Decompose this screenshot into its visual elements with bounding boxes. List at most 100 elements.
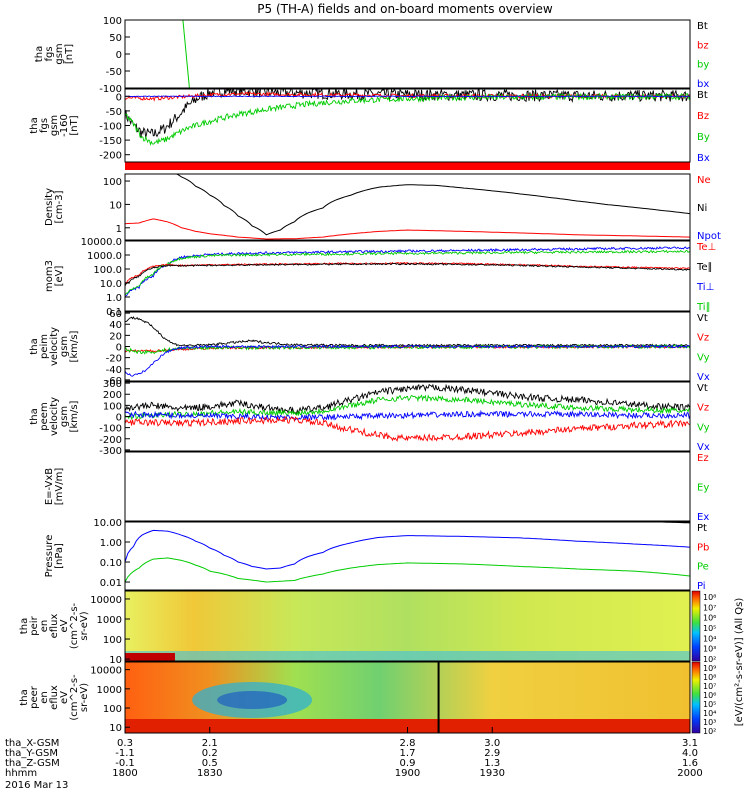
legend-entry: By	[697, 132, 710, 143]
y-tick-label: -200	[99, 435, 122, 446]
colorbar-tick-label: 10⁶	[703, 691, 716, 700]
colorbar-tick-label: 10⁴	[703, 709, 716, 718]
y-axis-label-line: fgs	[44, 46, 55, 61]
y-axis-label-line: [nPa]	[54, 543, 65, 569]
colorbar-tick-label: 10⁵	[703, 624, 716, 633]
y-axis-label-line: peim	[39, 334, 50, 359]
series-Bt	[125, 89, 690, 138]
x-axis-labels: tha_X-GSM 0.3 2.1 2.8 3.0 3.1 tha_Y-GSM -1.1 0.2…	[5, 727, 703, 779]
y-tick-label: 0.01	[100, 578, 122, 589]
series-By	[125, 92, 690, 146]
x-row-value: 1.3	[484, 758, 500, 769]
y-axis-label-line: (cm^2-s-	[69, 602, 80, 649]
legend-entry: Bt	[697, 90, 708, 101]
colorbar-units-text: [eV/(cm²-s-sr-eV)] (All Qs)	[734, 598, 745, 727]
figure-title: P5 (TH-A) fields and on-board moments ov…	[257, 2, 553, 16]
x-row-value: 2.9	[484, 748, 500, 759]
y-tick-label: -40	[106, 365, 122, 376]
colorbar-tick-label: 10⁹	[703, 664, 716, 673]
y-axis-label-line: gsm	[59, 336, 70, 357]
y-tick-label: 10.00	[93, 518, 122, 529]
y-tick-label: 1.00	[100, 538, 122, 549]
colorbar-tick-label: 10⁵	[703, 700, 716, 709]
spectrogram-low-energy-band	[125, 651, 690, 661]
x-row-value: 1930	[480, 768, 505, 779]
y-axis-label-line: tha	[34, 46, 45, 62]
y-tick-label: -200	[99, 151, 122, 162]
y-tick-label: 200	[103, 390, 122, 401]
panel-fgs-gsm: 100 50 0 -50 -100 tha fgs gsm [nT] Bt bz by bx	[34, 16, 709, 95]
y-axis-label: tha peem velocity gsm [km/s]	[29, 397, 80, 436]
legend-entry: by	[697, 60, 709, 71]
y-axis-label-line: tha	[29, 408, 40, 424]
legend-entry: Vt	[697, 313, 708, 324]
series-Ni	[125, 174, 690, 236]
y-axis-label: Density [cm-3]	[44, 188, 65, 226]
legend-entry: Ne	[697, 175, 711, 186]
panel-frame	[124, 19, 691, 89]
panel-frame	[124, 240, 691, 312]
y-tick-label: 1000	[97, 615, 122, 626]
x-row-value: 4.0	[682, 748, 698, 759]
y-tick-label: 10	[109, 723, 122, 734]
panel-efield: E=-VxB [mV/m] Ez Ey Ex	[44, 451, 709, 523]
panel-pressure: 10.00 1.00 0.10 0.01 Pressure [nPa] Pt Pb Pe Pi	[44, 518, 709, 592]
legend-entry: Ez	[697, 453, 709, 464]
y-axis-label-line: eV	[59, 619, 70, 632]
y-tick-label: -100	[99, 84, 122, 95]
date-label: 2016 Mar 13	[5, 780, 68, 791]
legend-entry: Bx	[697, 153, 710, 164]
panel-frame	[124, 521, 691, 591]
y-axis-label-line: mom3	[44, 260, 55, 292]
spectrogram-image	[125, 591, 690, 661]
series-Vy	[125, 394, 690, 421]
y-axis-label-line: peem	[39, 402, 50, 430]
y-axis-label: tha peim velocity gsm [km/s]	[29, 327, 80, 366]
colorbar-tick-label: 10⁶	[703, 614, 716, 623]
legend-entry: Pi	[697, 581, 706, 592]
legend-entry: Ex	[697, 512, 709, 523]
x-row-value: 0.2	[202, 748, 218, 759]
y-tick-label: 20	[109, 331, 122, 342]
panel-frame	[124, 590, 691, 662]
y-axis-label-line: eflux	[49, 614, 60, 639]
legend-entry: Vy	[697, 352, 710, 363]
y-tick-label: 60	[109, 309, 122, 320]
legend-entry: Vx	[697, 442, 710, 453]
series-Vx	[125, 409, 690, 421]
colorbar-tick-label: 10⁷	[703, 603, 716, 612]
series-Pi	[125, 529, 690, 570]
y-tick-label: -20	[106, 354, 122, 365]
y-axis-label: tha fgs gsm [nT]	[34, 43, 75, 64]
series-Ti⊥	[125, 246, 690, 297]
legend-entry: Pb	[697, 542, 709, 553]
x-row-value: 0.3	[117, 738, 133, 749]
y-tick-label: 0	[116, 413, 122, 424]
x-row-value: 0.9	[400, 758, 416, 769]
legend-entry: Bz	[697, 111, 709, 122]
y-axis-label-line: [km/s]	[69, 400, 80, 432]
colorbar-tick-label: 10³	[703, 645, 716, 654]
y-tick-label: 100.0	[93, 265, 122, 276]
y-axis-label: E=-VxB [mV/m]	[44, 468, 65, 506]
y-axis-label-line: tha	[29, 117, 40, 133]
series-Ne	[125, 218, 690, 240]
y-axis-label-line: [nT]	[69, 115, 80, 135]
y-tick-label: 1	[116, 224, 122, 235]
x-row-value: 3.1	[682, 738, 698, 749]
y-axis-label: tha fgs gsm -160 [nT]	[29, 114, 80, 137]
legend-entry: Te⊥	[696, 242, 716, 253]
series-Vx	[125, 344, 690, 377]
y-tick-label: -150	[99, 136, 122, 147]
y-axis-label-line: eV	[59, 691, 70, 704]
legend-entry: Vz	[697, 333, 709, 344]
colorbar-tick-label: 10⁸	[703, 673, 716, 682]
colorbar-tick-label: 10²	[703, 727, 716, 736]
y-axis-label-line: [eV]	[54, 266, 65, 287]
x-row-label: tha_Z-GSM	[5, 758, 60, 769]
panel-mom-temp: 10000.0 1000.0 100.0 10.0 1.0 0.1 mom3 [eV] Te⊥ T…	[44, 237, 716, 318]
y-axis-label-line: -160	[59, 114, 70, 137]
y-axis-label-line: sr-eV)	[79, 611, 90, 640]
